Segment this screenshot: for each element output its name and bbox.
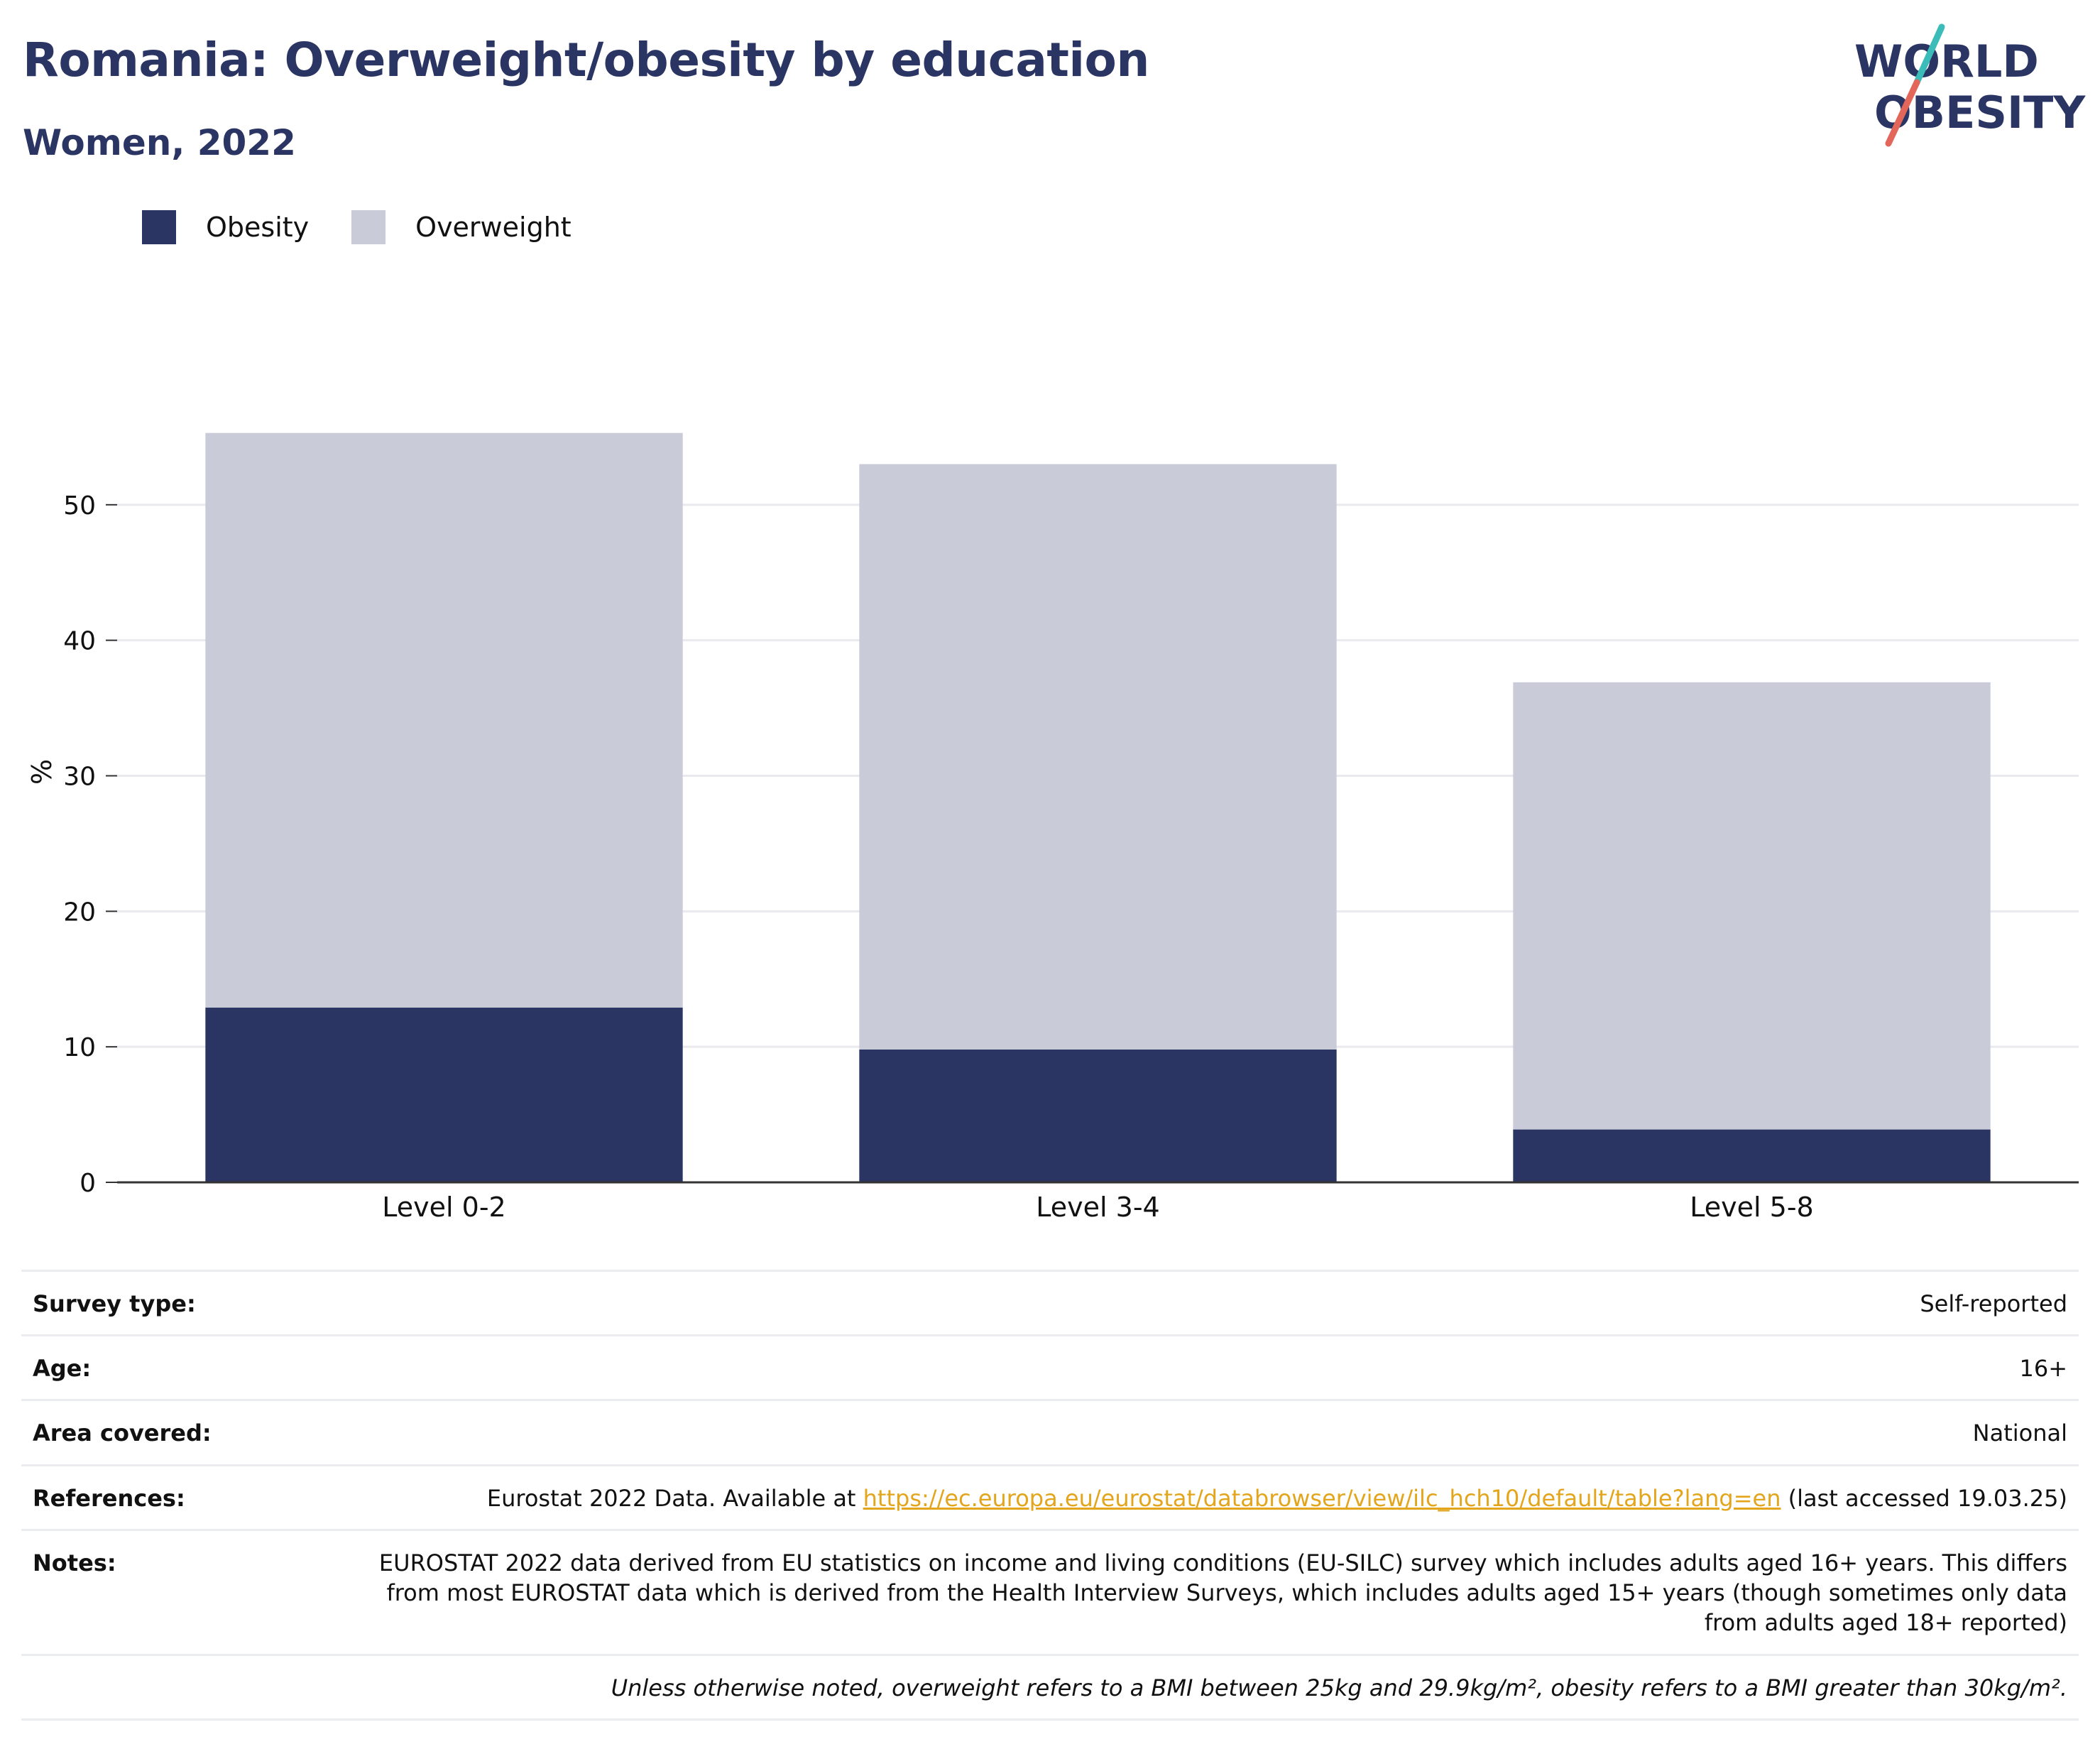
y-tick-label: 40	[63, 627, 96, 656]
meta-label: Notes:	[21, 1530, 342, 1656]
y-tick-label: 0	[80, 1169, 96, 1198]
legend-swatch-obesity	[142, 210, 176, 244]
references-prefix: Eurostat 2022 Data. Available at	[486, 1484, 863, 1512]
y-tick-label: 50	[63, 491, 96, 521]
meta-row-footnote: Unless otherwise noted, overweight refer…	[21, 1655, 2079, 1721]
y-tick-label: 30	[63, 763, 96, 792]
meta-row-notes: Notes: EUROSTAT 2022 data derived from E…	[21, 1530, 2079, 1656]
meta-value: Self-reported	[342, 1269, 2079, 1337]
chart-subtitle: Women, 2022	[23, 122, 296, 163]
meta-row-survey-type: Survey type: Self-reported	[21, 1269, 2079, 1337]
logo-slash-top	[1913, 23, 1945, 86]
meta-label: Survey type:	[21, 1269, 342, 1337]
world-obesity-logo: WORLD OBESITY	[1854, 23, 2086, 147]
references-link[interactable]: https://ec.europa.eu/eurostat/databrowse…	[863, 1484, 1781, 1512]
bar-overweight-1[interactable]	[205, 432, 683, 1008]
legend-label-overweight: Overweight	[415, 212, 572, 243]
chart-legend: Obesity Overweight	[142, 210, 614, 244]
metadata-table: Survey type: Self-reported Age: 16+ Area…	[21, 1269, 2079, 1721]
chart-title: Romania: Overweight/obesity by education	[23, 33, 1149, 87]
meta-row-age: Age: 16+	[21, 1335, 2079, 1402]
y-tick-label: 10	[63, 1033, 96, 1062]
meta-value: 16+	[342, 1335, 2079, 1402]
meta-value: National	[342, 1400, 2079, 1466]
meta-label: References:	[21, 1465, 342, 1531]
legend-swatch-overweight	[351, 210, 386, 244]
logo-line1: WORLD	[1854, 36, 2039, 87]
legend-item-overweight[interactable]: Overweight	[351, 210, 572, 244]
references-suffix: (last accessed 19.03.25)	[1781, 1484, 2067, 1512]
meta-row-area: Area covered: National	[21, 1400, 2079, 1466]
x-tick-label: Level 3-4	[1036, 1192, 1159, 1223]
meta-row-references: References: Eurostat 2022 Data. Availabl…	[21, 1465, 2079, 1531]
meta-label: Age:	[21, 1335, 342, 1402]
x-tick-label: Level 0-2	[382, 1192, 505, 1223]
y-tick-label: 20	[63, 898, 96, 927]
meta-label: Area covered:	[21, 1400, 342, 1466]
bars	[205, 432, 1991, 1182]
logo-slash-bottom	[1885, 79, 1920, 147]
bar-obesity-1[interactable]	[205, 1007, 683, 1182]
axes: 0 10 20 30 40 50 Level 0-2 Level 3-4 Level 5-8	[63, 491, 2079, 1223]
footnote: Unless otherwise noted, overweight refer…	[21, 1655, 2079, 1721]
notes-value: EUROSTAT 2022 data derived from EU stati…	[342, 1530, 2079, 1656]
y-axis-label: %	[26, 759, 58, 785]
bar-overweight-2[interactable]	[859, 464, 1337, 1050]
x-tick-label: Level 5-8	[1690, 1192, 1813, 1223]
legend-label-obesity: Obesity	[206, 212, 310, 243]
stacked-bar-chart: 0 10 20 30 40 50 Level 0-2 Level 3-4 Level 5-8 %	[26, 432, 2079, 1223]
bar-overweight-3[interactable]	[1513, 682, 1991, 1130]
bar-obesity-2[interactable]	[859, 1049, 1337, 1182]
bar-obesity-3[interactable]	[1513, 1129, 1991, 1182]
legend-item-obesity[interactable]: Obesity	[142, 210, 309, 244]
references-value: Eurostat 2022 Data. Available at https:/…	[342, 1465, 2079, 1531]
